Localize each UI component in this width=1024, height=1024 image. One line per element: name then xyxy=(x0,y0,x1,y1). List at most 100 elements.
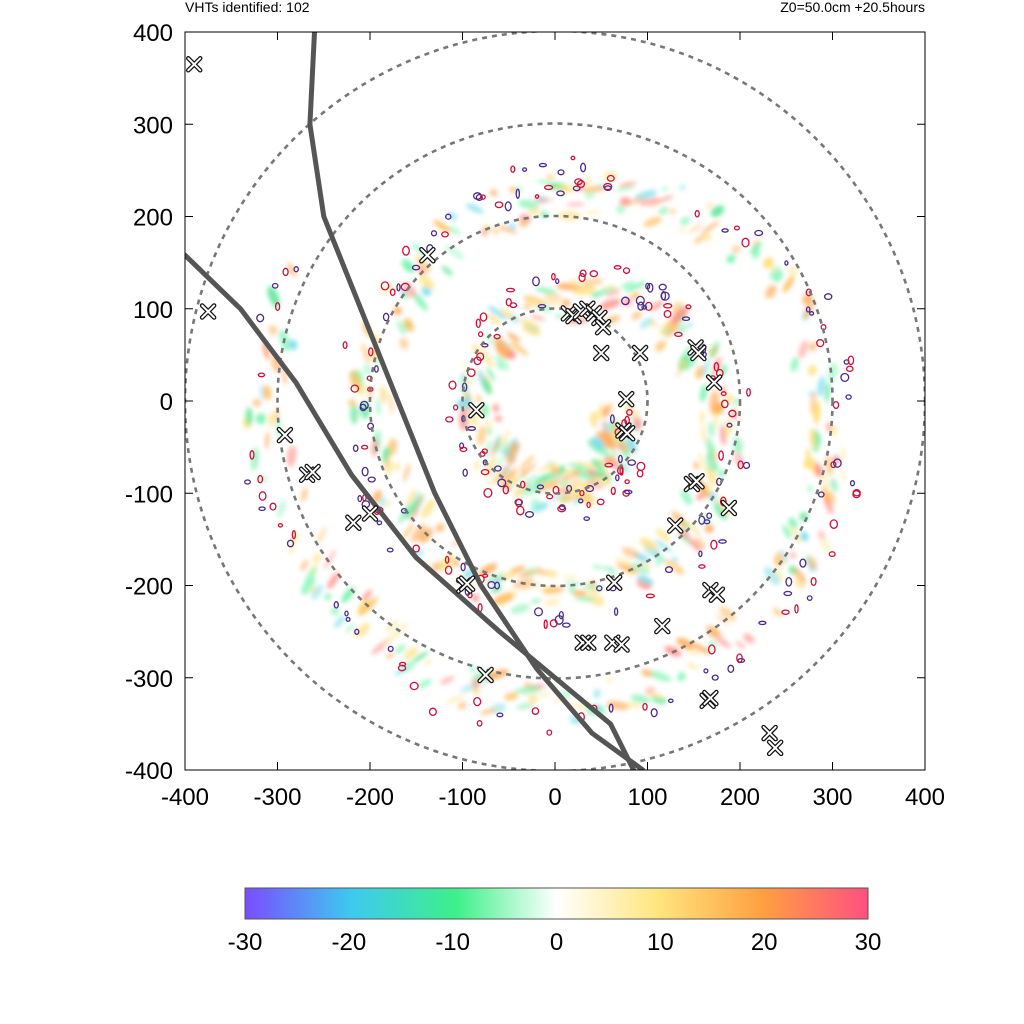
vorticity-blob xyxy=(287,262,297,278)
vorticity-contour xyxy=(615,474,620,482)
vorticity-blob xyxy=(572,496,581,506)
vht-count-label: VHTs identified: 102 xyxy=(185,0,310,15)
vorticity-blob xyxy=(421,498,436,519)
vorticity-contour xyxy=(357,495,363,503)
vorticity-blob xyxy=(530,314,545,321)
vorticity-blob xyxy=(650,300,663,311)
time-level-label: Z0=50.0cm +20.5hours xyxy=(780,0,925,15)
vorticity-blob xyxy=(385,500,392,507)
vorticity-blob xyxy=(574,470,584,474)
vorticity-blob xyxy=(677,671,686,682)
vorticity-contour xyxy=(596,585,603,592)
vorticity-contour xyxy=(660,291,667,301)
vorticity-contour xyxy=(269,502,277,511)
vorticity-contour xyxy=(354,628,360,635)
vorticity-blob xyxy=(402,282,417,298)
vorticity-blob xyxy=(626,197,646,205)
vorticity-blob xyxy=(546,174,555,181)
vorticity-contour xyxy=(387,645,394,653)
range-ring-100 xyxy=(461,307,649,495)
vorticity-blob xyxy=(486,366,495,382)
vorticity-contour xyxy=(444,555,450,564)
vorticity-blob xyxy=(401,259,415,273)
vorticity-contour xyxy=(536,484,545,490)
vorticity-contour xyxy=(741,237,750,248)
vorticity-blob xyxy=(389,391,394,415)
vorticity-blob xyxy=(678,227,686,233)
vorticity-blob xyxy=(433,220,452,233)
x-tick-label: 100 xyxy=(627,784,667,811)
vorticity-contour xyxy=(694,210,700,218)
vorticity-contour xyxy=(617,454,623,464)
vorticity-contour xyxy=(577,498,584,504)
vorticity-blob xyxy=(618,181,637,188)
vorticity-blob xyxy=(495,343,510,359)
vorticity-contour xyxy=(532,276,540,287)
vorticity-blob xyxy=(530,598,542,604)
vorticity-contour xyxy=(466,368,476,378)
vorticity-blob xyxy=(520,462,537,478)
vht-markers xyxy=(186,56,784,757)
vht-marker xyxy=(702,689,719,707)
vorticity-blob xyxy=(276,499,286,519)
vorticity-blob xyxy=(537,482,558,493)
vorticity-contour xyxy=(286,539,295,548)
vorticity-blob xyxy=(630,694,651,704)
vorticity-contour xyxy=(576,179,586,189)
vorticity-blob xyxy=(584,210,601,215)
vorticity-blob xyxy=(714,462,719,471)
vorticity-contour xyxy=(460,562,466,572)
vorticity-contour xyxy=(551,272,556,281)
vorticity-blob xyxy=(345,623,355,633)
vorticity-contour xyxy=(367,422,375,430)
vorticity-blob xyxy=(679,359,687,368)
vht-marker xyxy=(654,617,671,635)
x-tick-label: 400 xyxy=(905,784,945,811)
vorticity-blob xyxy=(599,298,621,310)
vorticity-blob xyxy=(349,370,360,388)
vorticity-blob xyxy=(394,462,400,471)
vorticity-contour xyxy=(479,312,488,322)
vorticity-blob xyxy=(788,265,799,277)
vorticity-blob xyxy=(271,355,278,373)
vorticity-blob xyxy=(583,176,592,186)
vht-marker xyxy=(304,463,321,481)
vorticity-blob xyxy=(606,676,613,684)
vorticity-contour xyxy=(579,269,587,278)
colorbar-tick-label: -20 xyxy=(331,929,366,956)
vorticity-contour xyxy=(386,547,394,553)
vorticity-contour xyxy=(642,702,648,711)
vorticity-blob xyxy=(701,422,706,444)
vorticity-blob xyxy=(616,564,639,574)
vht-marker xyxy=(761,724,778,742)
vorticity-blob xyxy=(582,186,605,193)
vorticity-blob xyxy=(418,276,430,289)
vorticity-contour xyxy=(706,512,713,519)
vorticity-contour xyxy=(368,347,374,357)
vorticity-blob xyxy=(405,499,419,520)
colorbar-tick-label: 30 xyxy=(855,929,882,956)
vht-marker xyxy=(468,401,485,419)
vorticity-blob xyxy=(734,450,744,467)
vorticity-blob xyxy=(725,394,734,405)
vorticity-blob xyxy=(773,271,784,283)
vorticity-blob xyxy=(330,607,339,615)
vht-marker xyxy=(631,344,649,362)
vorticity-blob xyxy=(707,440,716,457)
vorticity-contour xyxy=(636,461,646,472)
vorticity-blob xyxy=(584,189,595,200)
vorticity-blob xyxy=(483,456,497,478)
vorticity-blob xyxy=(750,241,762,254)
vorticity-blob xyxy=(478,563,498,577)
vorticity-blob xyxy=(255,413,266,425)
vorticity-contour xyxy=(380,281,390,291)
vht-marker xyxy=(276,426,294,444)
vorticity-contour xyxy=(249,450,255,460)
vorticity-contour xyxy=(681,316,691,322)
vorticity-blob xyxy=(648,203,658,208)
vorticity-blob xyxy=(680,489,693,505)
vorticity-blob xyxy=(671,557,678,563)
vorticity-blob xyxy=(716,614,730,625)
vorticity-blob xyxy=(471,593,480,603)
vorticity-blob xyxy=(534,287,557,295)
